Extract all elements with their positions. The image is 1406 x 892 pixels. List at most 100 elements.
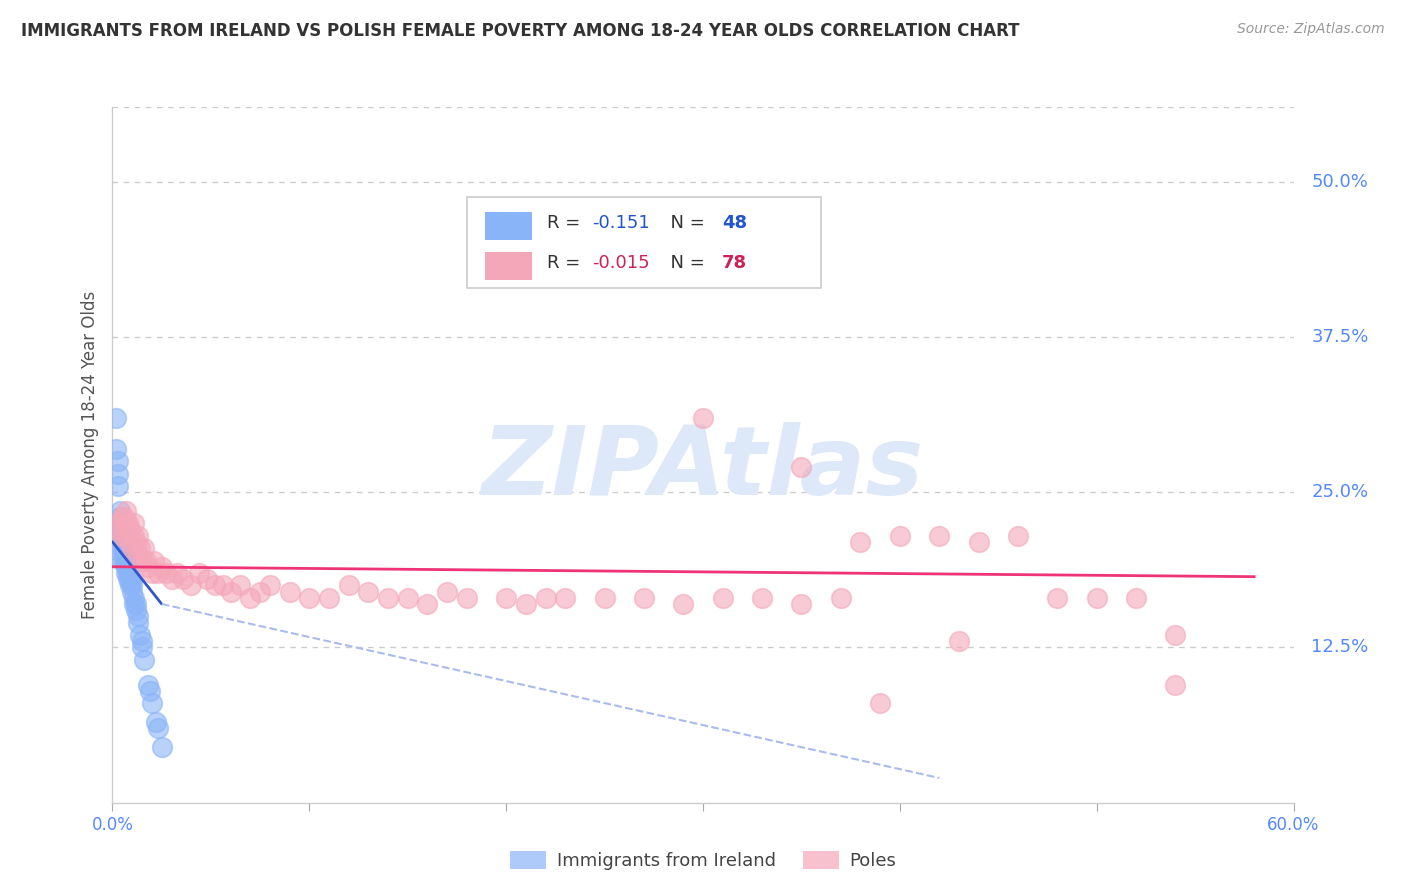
Point [180, 578, 202, 592]
Point [111, 541, 134, 555]
Point [125, 597, 148, 611]
Point [1125, 591, 1147, 605]
Point [456, 591, 478, 605]
Point [111, 523, 134, 537]
Point [889, 529, 911, 543]
Point [117, 529, 139, 543]
Text: 12.5%: 12.5% [1312, 639, 1368, 657]
Point [110, 516, 132, 531]
Point [129, 541, 152, 555]
Point [111, 535, 134, 549]
Text: -0.015: -0.015 [592, 253, 650, 271]
Point [396, 591, 419, 605]
Point [692, 410, 714, 425]
Point [110, 523, 132, 537]
Text: ZIPAtlas: ZIPAtlas [482, 422, 924, 516]
Point [948, 634, 970, 648]
Point [107, 454, 129, 468]
Point [111, 510, 134, 524]
Point [259, 578, 281, 592]
Point [129, 628, 152, 642]
Text: -0.151: -0.151 [592, 214, 650, 232]
Point [416, 597, 439, 611]
Point [132, 541, 155, 555]
Point [127, 547, 149, 561]
Point [142, 553, 165, 567]
Text: Source: ZipAtlas.com: Source: ZipAtlas.com [1237, 22, 1385, 37]
Point [166, 566, 188, 580]
Point [928, 529, 950, 543]
Point [127, 615, 149, 630]
Text: 78: 78 [721, 253, 747, 271]
Point [125, 603, 148, 617]
Point [204, 578, 226, 592]
Point [436, 584, 458, 599]
Point [105, 442, 128, 456]
Point [318, 591, 340, 605]
Point [105, 410, 128, 425]
Point [534, 591, 557, 605]
Point [211, 578, 233, 592]
Text: R =: R = [547, 214, 586, 232]
Point [117, 572, 139, 586]
Point [110, 516, 132, 531]
Point [219, 584, 242, 599]
Point [554, 591, 576, 605]
Point [132, 653, 155, 667]
FancyBboxPatch shape [485, 252, 531, 280]
Point [121, 541, 143, 555]
Point [146, 566, 169, 580]
Point [145, 714, 167, 729]
Point [136, 678, 159, 692]
Point [515, 597, 537, 611]
Point [110, 510, 132, 524]
Point [115, 547, 138, 561]
Point [195, 572, 218, 586]
Point [111, 529, 134, 543]
Point [107, 467, 129, 481]
Text: R =: R = [547, 253, 586, 271]
Point [967, 535, 990, 549]
Point [111, 529, 134, 543]
Text: 48: 48 [721, 214, 747, 232]
Point [495, 591, 517, 605]
Point [633, 591, 655, 605]
Point [139, 684, 162, 698]
Point [115, 516, 138, 531]
Text: IMMIGRANTS FROM IRELAND VS POLISH FEMALE POVERTY AMONG 18-24 YEAR OLDS CORRELATI: IMMIGRANTS FROM IRELAND VS POLISH FEMALE… [21, 22, 1019, 40]
Point [1046, 591, 1069, 605]
Point [120, 523, 142, 537]
Point [115, 553, 138, 567]
Point [120, 578, 142, 592]
Point [790, 460, 813, 475]
FancyBboxPatch shape [485, 212, 531, 240]
Point [125, 535, 148, 549]
Point [337, 578, 360, 592]
Point [172, 572, 194, 586]
Point [150, 739, 173, 754]
Point [112, 547, 135, 561]
Point [107, 523, 129, 537]
Legend: Immigrants from Ireland, Poles: Immigrants from Ireland, Poles [502, 844, 904, 877]
Point [117, 566, 139, 580]
Point [112, 541, 135, 555]
Point [146, 721, 169, 735]
Point [117, 516, 139, 531]
Point [112, 510, 135, 524]
Point [377, 591, 399, 605]
Point [869, 697, 891, 711]
Point [298, 591, 321, 605]
Point [111, 516, 134, 531]
Point [111, 547, 134, 561]
FancyBboxPatch shape [467, 197, 821, 288]
Point [115, 529, 138, 543]
Point [849, 535, 872, 549]
Point [790, 597, 813, 611]
Point [112, 553, 135, 567]
Point [117, 559, 139, 574]
Point [188, 566, 211, 580]
Point [131, 634, 153, 648]
Point [229, 578, 252, 592]
Point [711, 591, 734, 605]
Point [121, 572, 143, 586]
